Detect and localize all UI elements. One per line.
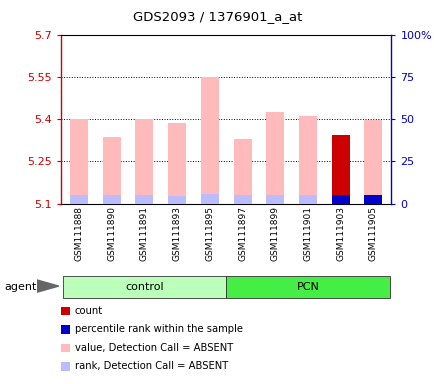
Text: percentile rank within the sample: percentile rank within the sample (75, 324, 242, 334)
Bar (331, 134, 349, 204)
Bar (331, 195, 349, 204)
Text: count: count (75, 306, 103, 316)
Bar (233, 139, 251, 204)
FancyBboxPatch shape (226, 276, 389, 298)
Bar (201, 194, 218, 204)
FancyBboxPatch shape (62, 276, 226, 298)
Polygon shape (37, 280, 59, 292)
Bar (70, 119, 88, 204)
Bar (298, 195, 316, 204)
Bar (364, 195, 381, 204)
Bar (168, 197, 186, 204)
Bar (201, 77, 218, 204)
Bar (168, 123, 186, 204)
Bar (70, 195, 88, 204)
Bar (266, 195, 284, 204)
Bar (135, 119, 153, 204)
Text: control: control (125, 282, 163, 292)
Bar (135, 195, 153, 204)
Bar (298, 116, 316, 204)
Text: PCN: PCN (296, 282, 319, 292)
Bar (364, 195, 381, 204)
Bar (266, 112, 284, 204)
Bar (364, 121, 381, 204)
Bar (331, 134, 349, 204)
Bar (331, 197, 349, 204)
Bar (102, 195, 120, 204)
Text: GDS2093 / 1376901_a_at: GDS2093 / 1376901_a_at (132, 10, 302, 23)
Bar (233, 195, 251, 204)
Bar (102, 137, 120, 204)
Text: agent: agent (4, 282, 36, 292)
Text: value, Detection Call = ABSENT: value, Detection Call = ABSENT (75, 343, 233, 353)
Text: rank, Detection Call = ABSENT: rank, Detection Call = ABSENT (75, 361, 227, 371)
